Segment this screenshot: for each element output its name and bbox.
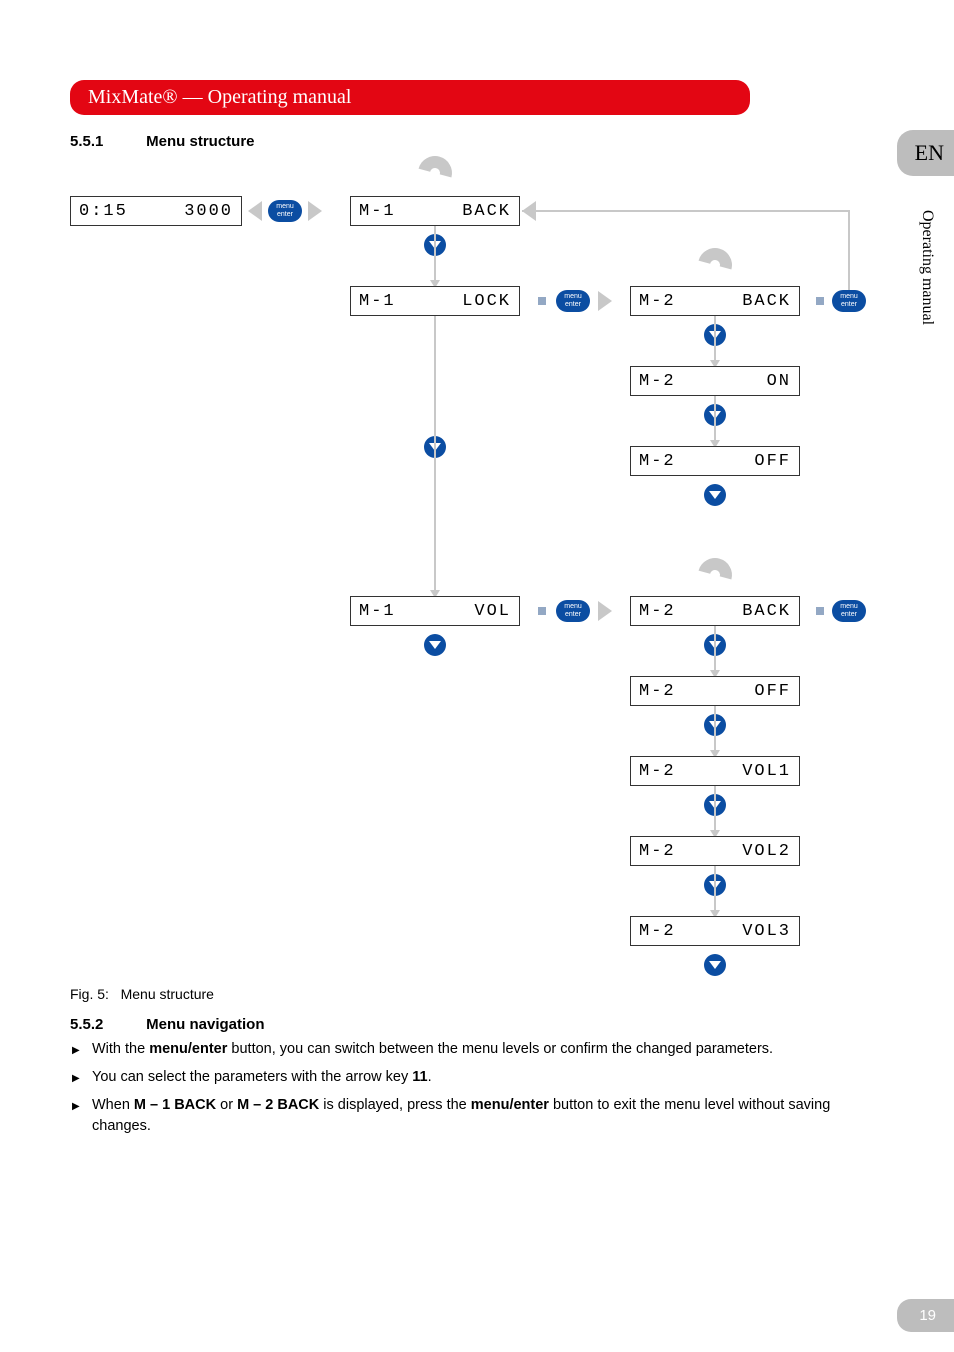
page-number: 19 bbox=[897, 1299, 954, 1332]
connector-square bbox=[816, 297, 824, 305]
connector-line bbox=[714, 316, 716, 366]
connector-line bbox=[714, 626, 716, 676]
lcd-m2-vol2-r: VOL2 bbox=[742, 842, 791, 861]
lcd-m2-vol3-l: M-2 bbox=[639, 922, 676, 941]
lcd-m2-back-b-r: BACK bbox=[742, 602, 791, 621]
figure-caption: Fig. 5: Menu structure bbox=[70, 986, 884, 1002]
lcd-m2-vol2: M-2 VOL2 bbox=[630, 836, 800, 866]
lcd-main-rpm: 3000 bbox=[184, 202, 233, 221]
menu-enter-button[interactable]: menuenter bbox=[832, 290, 866, 312]
loop-arrow-icon bbox=[692, 552, 738, 598]
list-item: With the menu/enter button, you can swit… bbox=[70, 1039, 884, 1061]
section-552-heading: 5.5.2 Menu navigation bbox=[70, 1016, 884, 1033]
list-item: When M – 1 BACK or M – 2 BACK is display… bbox=[70, 1095, 884, 1139]
arrow-right-icon bbox=[598, 601, 612, 621]
connector-line bbox=[434, 226, 436, 286]
lcd-m1-back-r: BACK bbox=[462, 202, 511, 221]
bold-text: M – 1 BACK bbox=[134, 1097, 216, 1113]
language-tab: EN bbox=[897, 130, 954, 176]
lcd-m2-off-b-r: OFF bbox=[754, 682, 791, 701]
bold-text: menu/enter bbox=[149, 1041, 227, 1057]
title-text: MixMate® — Operating manual bbox=[88, 86, 351, 108]
connector-line bbox=[714, 786, 716, 836]
lcd-m2-vol3-r: VOL3 bbox=[742, 922, 791, 941]
lcd-m2-back-a: M-2 BACK bbox=[630, 286, 800, 316]
lcd-m2-on-l: M-2 bbox=[639, 372, 676, 391]
text: is displayed, press the bbox=[319, 1097, 471, 1113]
lcd-m2-off: M-2 OFF bbox=[630, 446, 800, 476]
loop-arrow-icon bbox=[412, 150, 458, 196]
arrow-right-icon bbox=[308, 201, 322, 221]
lcd-m2-vol2-l: M-2 bbox=[639, 842, 676, 861]
bold-text: menu/enter bbox=[471, 1097, 549, 1113]
connector-square bbox=[538, 607, 546, 615]
lcd-m2-off-b-l: M-2 bbox=[639, 682, 676, 701]
lcd-m2-vol1-r: VOL1 bbox=[742, 762, 791, 781]
menu-enter-button[interactable]: menuenter bbox=[268, 200, 302, 222]
connector-line bbox=[522, 210, 850, 212]
lcd-m2-off-l: M-2 bbox=[639, 452, 676, 471]
bold-text: M – 2 BACK bbox=[237, 1097, 319, 1113]
lcd-m1-lock-l: M-1 bbox=[359, 292, 396, 311]
connector-line bbox=[714, 866, 716, 916]
loop-arrow-icon bbox=[692, 242, 738, 288]
lcd-m2-off-r: OFF bbox=[754, 452, 791, 471]
connector-line bbox=[714, 706, 716, 756]
lcd-m2-back-b-l: M-2 bbox=[639, 602, 676, 621]
lcd-m1-back: M-1 BACK bbox=[350, 196, 520, 226]
lcd-m1-back-l: M-1 bbox=[359, 202, 396, 221]
text: . bbox=[428, 1069, 432, 1085]
text: With the bbox=[92, 1041, 149, 1057]
down-button[interactable] bbox=[704, 954, 726, 976]
text: or bbox=[216, 1097, 237, 1113]
down-button[interactable] bbox=[704, 484, 726, 506]
lcd-m2-on-r: ON bbox=[767, 372, 791, 391]
arrow-left-icon bbox=[522, 201, 536, 221]
arrow-right-icon bbox=[598, 291, 612, 311]
figure-text: Menu structure bbox=[121, 986, 214, 1002]
text: When bbox=[92, 1097, 134, 1113]
section-551-num: 5.5.1 bbox=[70, 133, 142, 150]
connector-line bbox=[434, 316, 436, 596]
lcd-m2-back-b: M-2 BACK bbox=[630, 596, 800, 626]
menu-enter-button[interactable]: menuenter bbox=[832, 600, 866, 622]
connector-square bbox=[816, 607, 824, 615]
figure-label: Fig. 5: bbox=[70, 986, 109, 1002]
arrow-left-icon bbox=[248, 201, 262, 221]
lcd-main: 0:15 3000 bbox=[70, 196, 242, 226]
lcd-m1-vol-r: VOL bbox=[474, 602, 511, 621]
lcd-m1-lock-r: LOCK bbox=[462, 292, 511, 311]
bullet-list: With the menu/enter button, you can swit… bbox=[70, 1039, 884, 1138]
text: You can select the parameters with the a… bbox=[92, 1069, 412, 1085]
section-551-title: Menu structure bbox=[146, 133, 254, 150]
lcd-m2-on: M-2 ON bbox=[630, 366, 800, 396]
lcd-m2-vol1-l: M-2 bbox=[639, 762, 676, 781]
lcd-main-time: 0:15 bbox=[79, 202, 128, 221]
section-552-num: 5.5.2 bbox=[70, 1016, 142, 1033]
list-item: You can select the parameters with the a… bbox=[70, 1067, 884, 1089]
lcd-m2-back-a-l: M-2 bbox=[639, 292, 676, 311]
down-button[interactable] bbox=[424, 634, 446, 656]
lcd-m2-back-a-r: BACK bbox=[742, 292, 791, 311]
section-552-title: Menu navigation bbox=[146, 1016, 264, 1033]
lcd-m2-off-b: M-2 OFF bbox=[630, 676, 800, 706]
lcd-m2-vol3: M-2 VOL3 bbox=[630, 916, 800, 946]
connector-line bbox=[714, 396, 716, 446]
side-label: Operating manual bbox=[918, 210, 936, 325]
lcd-m2-vol1: M-2 VOL1 bbox=[630, 756, 800, 786]
text: button, you can switch between the menu … bbox=[227, 1041, 773, 1057]
connector-square bbox=[538, 297, 546, 305]
lcd-m1-vol: M-1 VOL bbox=[350, 596, 520, 626]
menu-structure-diagram: 0:15 3000 menuenter M-1 BACK M-1 LOCK me… bbox=[70, 156, 850, 976]
menu-enter-button[interactable]: menuenter bbox=[556, 600, 590, 622]
bold-text: 11 bbox=[412, 1069, 427, 1085]
title-bar: MixMate® — Operating manual bbox=[70, 80, 750, 115]
menu-enter-button[interactable]: menuenter bbox=[556, 290, 590, 312]
section-551-heading: 5.5.1 Menu structure bbox=[70, 133, 884, 150]
lcd-m1-lock: M-1 LOCK bbox=[350, 286, 520, 316]
lcd-m1-vol-l: M-1 bbox=[359, 602, 396, 621]
